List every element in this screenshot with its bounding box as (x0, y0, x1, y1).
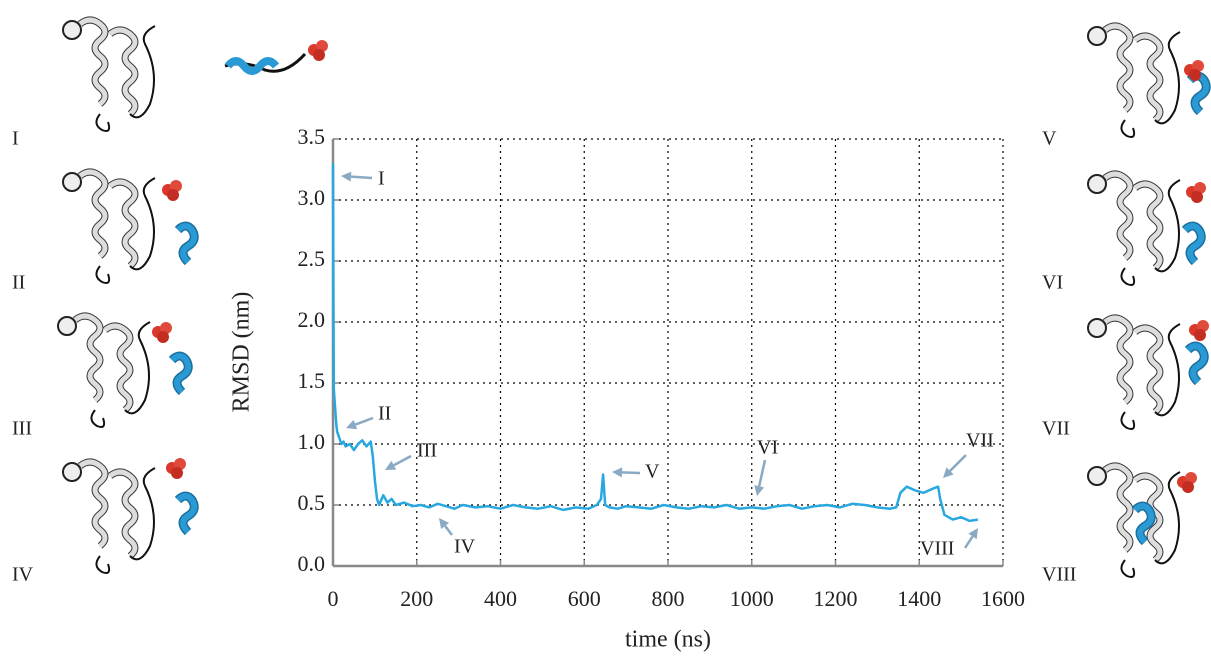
annotation-arrow (354, 416, 374, 426)
annotation-arrowhead (346, 419, 358, 430)
annotation: V (645, 461, 660, 483)
x-axis-label: time (ns) (625, 627, 711, 653)
data-line (331, 163, 979, 523)
panel-label: VI (1042, 272, 1063, 294)
y-tick-label: 3.5 (298, 124, 326, 149)
y-tick-label: 1.5 (298, 368, 326, 393)
structure-images (58, 20, 1209, 577)
annotation-arrow (393, 454, 412, 467)
y-tick-label: 0.0 (298, 551, 326, 576)
x-tick-label: 1600 (981, 586, 1025, 611)
annotation-arrowhead (968, 528, 978, 540)
annotation-arrow (350, 175, 373, 180)
annotation: III (417, 440, 437, 462)
panel-label: V (1042, 128, 1057, 150)
x-tick-label: 200 (400, 586, 433, 611)
panel-label: IV (12, 564, 34, 586)
annotation: VI (757, 437, 778, 459)
x-tick-label: 600 (568, 586, 601, 611)
y-tick-label: 1.0 (298, 429, 326, 454)
annotation-arrow (963, 535, 974, 549)
annotation-arrowhead (612, 467, 623, 478)
x-tick-label: 1400 (897, 586, 941, 611)
panel-label: VII (1042, 418, 1070, 440)
x-tick-label: 800 (652, 586, 685, 611)
y-tick-label: 2.0 (298, 307, 326, 332)
y-tick-label: 0.5 (298, 490, 326, 515)
annotation: VII (966, 430, 994, 452)
annotation: VIII (920, 538, 954, 560)
annotation-arrowhead (385, 460, 397, 470)
annotation-arrowhead (754, 485, 765, 496)
panel-label: VIII (1042, 564, 1076, 586)
x-tick-label: 0 (328, 586, 339, 611)
panel-label: I (12, 128, 19, 150)
annotation: II (378, 403, 391, 425)
annotation-arrow (621, 471, 641, 475)
y-tick-label: 2.5 (298, 246, 326, 271)
y-tick-label: 3.0 (298, 185, 326, 210)
annotation-arrow (444, 525, 453, 536)
annotation-arrow (757, 459, 767, 487)
y-axis-label: RMSD (nm) (229, 292, 255, 413)
annotation: I (378, 168, 385, 190)
panel-label: III (12, 418, 32, 440)
panel-label: II (12, 272, 25, 294)
annotation-arrowhead (439, 518, 450, 529)
annotation-arrowhead (341, 171, 352, 182)
x-tick-label: 1200 (814, 586, 858, 611)
annotation: IV (454, 536, 476, 558)
x-tick-label: 1000 (730, 586, 774, 611)
annotation-arrowhead (943, 467, 954, 478)
annotation-arrow (949, 454, 967, 472)
x-tick-label: 400 (484, 586, 517, 611)
